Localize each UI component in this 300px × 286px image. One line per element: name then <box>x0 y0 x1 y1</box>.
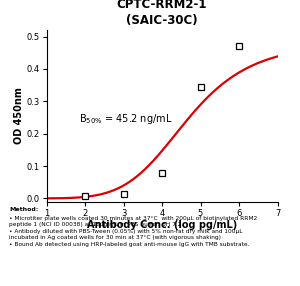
Text: • Microtiter plate wells coated 30 minutes at 37°C  with 200μL of biotinylated R: • Microtiter plate wells coated 30 minut… <box>9 216 257 247</box>
Title: CPTC-RRM2-1
(SAIC-30C): CPTC-RRM2-1 (SAIC-30C) <box>117 0 207 27</box>
Y-axis label: OD 450nm: OD 450nm <box>14 88 23 144</box>
X-axis label: Antibody Conc. (log pg/mL): Antibody Conc. (log pg/mL) <box>87 220 237 230</box>
Text: B$_{50\%}$ = 45.2 ng/mL: B$_{50\%}$ = 45.2 ng/mL <box>79 112 173 126</box>
Text: Method:: Method: <box>9 207 38 212</box>
